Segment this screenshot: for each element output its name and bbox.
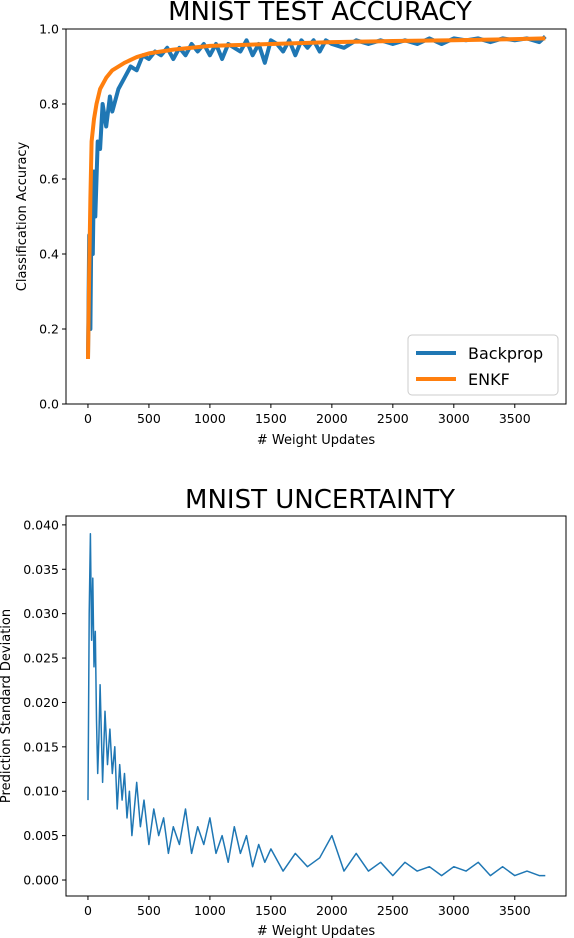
y-tick-label: 0.030 [23,606,59,621]
x-tick-label: 3000 [438,903,470,918]
x-axis-label: # Weight Updates [257,433,376,448]
x-tick-label: 3000 [438,411,470,426]
y-tick-label: 0.4 [39,247,59,262]
x-tick-label: 2500 [377,411,409,426]
x-tick-label: 1000 [194,411,226,426]
plot-frame [65,28,567,405]
uncertainty-panel: 0 500 1000 1500 2000 2500 3000 3500 0.000 0.005 0.… [0,485,567,938]
legend-label: ENKF [468,370,510,389]
x-tick-label: 3500 [499,411,531,426]
y-tick-label: 0.020 [23,695,59,710]
accuracy-panel: 0 500 1000 1500 2000 2500 3000 3500 0.0 0.2 0.4 0.6… [15,0,567,448]
x-tick-label: 2000 [316,903,348,918]
chart-title: MNIST TEST ACCURACY [168,0,472,27]
y-axis-label: Classification Accuracy [15,141,30,291]
series-line-enkf [86,36,546,360]
y-tick-label: 0.2 [39,322,59,337]
legend-label: Backprop [468,344,543,363]
y-tick-label: 1.0 [39,22,59,37]
x-tick-label: 0 [84,903,92,918]
x-tick-label: 0 [84,411,92,426]
y-tick-label: 0.010 [23,784,59,799]
y-tick-label: 0.8 [39,97,59,112]
chart-title: MNIST UNCERTAINTY [185,485,455,515]
x-tick-label: 2500 [377,903,409,918]
series-line-backprop [86,35,547,360]
y-tick-label: 0.6 [39,172,59,187]
x-tick-label: 500 [137,903,161,918]
x-tick-label: 500 [137,411,161,426]
x-tick-label: 2000 [316,411,348,426]
y-tick-label: 0.015 [23,739,59,754]
x-axis-label: # Weight Updates [257,924,376,938]
y-tick-label: 0.000 [23,873,59,888]
y-tick-label: 0.025 [23,651,59,666]
x-tick-label: 1000 [194,903,226,918]
x-tick-label: 3500 [499,903,531,918]
x-tick-label: 1500 [255,903,287,918]
series-line-0 [87,533,546,877]
y-tick-label: 0.0 [39,397,59,412]
y-axis-label: Prediction Standard Deviation [0,609,14,803]
plot-frame [65,515,567,897]
legend: Backprop ENKF [407,334,559,396]
x-tick-label: 1500 [255,411,287,426]
y-tick-label: 0.005 [23,828,59,843]
y-tick-label: 0.035 [23,562,59,577]
y-tick-label: 0.040 [23,517,59,532]
